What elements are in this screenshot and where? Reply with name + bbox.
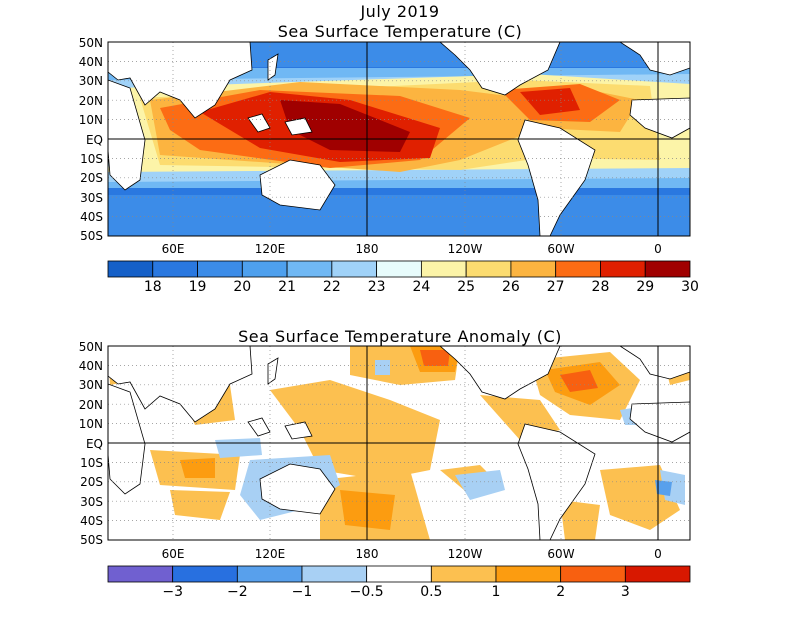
anomaly-lat-label: 10S xyxy=(80,456,103,470)
anomaly-lat-label: 50N xyxy=(79,340,103,354)
sst-lon-label: 120E xyxy=(255,242,286,256)
sst-lat-label: 30N xyxy=(79,74,103,88)
sst-colorbar-label: 27 xyxy=(547,279,565,295)
anomaly-colorbar-label: −2 xyxy=(227,584,248,600)
sst-colorbar-label: 30 xyxy=(681,279,699,295)
anomaly-colorbar-swatch xyxy=(301,565,368,583)
anomaly-colorbar-label: 0.5 xyxy=(420,584,442,600)
anomaly-lat-label: EQ xyxy=(86,437,103,451)
anomaly-colorbar-label: 1 xyxy=(492,584,501,600)
sst-lat-label: 20S xyxy=(80,171,103,185)
sst-colorbar-swatch xyxy=(510,260,557,278)
sst-lat-label: 10N xyxy=(79,113,103,127)
anomaly-colorbar-swatch xyxy=(560,565,626,583)
sst-colorbar-label: 26 xyxy=(502,279,520,295)
sst-lat-label: EQ xyxy=(86,133,103,147)
anomaly-lon-label: 60W xyxy=(547,547,574,561)
sst-colorbar-swatch xyxy=(286,260,333,278)
anomaly-lon-label: 120E xyxy=(255,547,286,561)
anomaly-lon-label: 0 xyxy=(654,547,662,561)
sst-colorbar-label: 29 xyxy=(636,279,654,295)
anomaly-lat-labels: 50N 40N 30N 20N 10N EQ 10S 20S 30S 40S 5… xyxy=(79,340,103,547)
sst-lat-label: 30S xyxy=(80,191,103,205)
sst-colorbar-swatch xyxy=(376,260,422,278)
anomaly-colorbar-swatch xyxy=(107,565,174,583)
map1-title: Sea Surface Temperature (C) xyxy=(277,22,523,41)
sst-colorbar-swatch xyxy=(555,260,601,278)
sst-colorbar-label: 20 xyxy=(233,279,251,295)
sst-colorbar-swatch xyxy=(600,260,646,278)
anomaly-colorbar-swatch xyxy=(172,565,238,583)
anomaly-lat-label: 40S xyxy=(80,514,103,528)
sst-colorbar-label: 24 xyxy=(412,279,430,295)
anomaly-lat-label: 30N xyxy=(79,378,103,392)
sst-lon-label: 180 xyxy=(356,242,379,256)
sst-colorbar-swatch xyxy=(152,260,198,278)
map2-title: Sea Surface Temperature Anomaly (C) xyxy=(238,327,562,346)
sst-colorbar-label: 23 xyxy=(368,279,386,295)
sst-field xyxy=(108,42,690,236)
sst-lon-label: 60W xyxy=(547,242,574,256)
anomaly-lat-label: 10N xyxy=(79,417,103,431)
sst-lat-labels: 50N 40N 30N 20N 10N EQ 10S 20S 30S 40S 5… xyxy=(79,36,103,243)
anomaly-colorbar: −3 −2 −1 −0.5 0.5 1 2 3 xyxy=(107,565,691,600)
anomaly-colorbar-label: −3 xyxy=(162,584,183,600)
sst-lat-label: 50S xyxy=(80,229,103,243)
anomaly-lon-labels: 60E 120E 180 120W 60W 0 xyxy=(162,547,662,561)
sst-colorbar-swatch xyxy=(241,260,288,278)
anomaly-lat-label: 30S xyxy=(80,495,103,509)
sst-lat-label: 20N xyxy=(79,94,103,108)
sst-colorbar-label: 21 xyxy=(278,279,296,295)
anomaly-lon-label: 120W xyxy=(448,547,483,561)
sst-colorbar-swatch xyxy=(644,260,691,278)
anomaly-colorbar-swatch xyxy=(236,565,303,583)
anomaly-colorbar-swatch xyxy=(495,565,562,583)
sst-colorbar-swatch xyxy=(107,260,154,278)
anomaly-colorbar-swatch xyxy=(430,565,497,583)
anomaly-lat-label: 20S xyxy=(80,475,103,489)
sst-lat-label: 40N xyxy=(79,55,103,69)
sst-colorbar-swatch xyxy=(420,260,467,278)
sst-lon-label: 120W xyxy=(448,242,483,256)
sst-lon-labels: 60E 120E 180 120W 60W 0 xyxy=(162,242,662,256)
sst-colorbar-label: 28 xyxy=(592,279,610,295)
sst-colorbar-label: 22 xyxy=(323,279,341,295)
sst-lon-label: 60E xyxy=(162,242,185,256)
anomaly-map: 50N 40N 30N 20N 10N EQ 10S 20S 30S 40S 5… xyxy=(79,340,691,600)
anomaly-lon-label: 60E xyxy=(162,547,185,561)
sst-lat-label: 50N xyxy=(79,36,103,50)
sst-colorbar-swatch xyxy=(197,260,243,278)
anomaly-colorbar-label: −1 xyxy=(292,584,313,600)
anomaly-colorbar-label: −0.5 xyxy=(350,584,384,600)
anomaly-colorbar-label: 3 xyxy=(621,584,630,600)
anomaly-colorbar-swatch xyxy=(366,565,432,583)
anomaly-colorbar-label: 2 xyxy=(556,584,565,600)
anomaly-field xyxy=(108,346,690,540)
sst-colorbar-label: 18 xyxy=(144,279,162,295)
anomaly-lat-label: 50S xyxy=(80,533,103,547)
anomaly-lat-label: 20N xyxy=(79,398,103,412)
sst-colorbar-swatch xyxy=(331,260,378,278)
sst-lon-label: 0 xyxy=(654,242,662,256)
map1-title-date: July 2019 xyxy=(360,2,440,21)
anomaly-colorbar-swatch xyxy=(624,565,691,583)
sst-lat-label: 10S xyxy=(80,152,103,166)
sst-colorbar-swatch xyxy=(465,260,512,278)
sst-colorbar-label: 19 xyxy=(189,279,207,295)
anomaly-map-frame xyxy=(107,345,691,541)
sst-lat-label: 40S xyxy=(80,210,103,224)
sst-map: 50N 40N 30N 20N 10N EQ 10S 20S 30S 40S 5… xyxy=(79,36,699,295)
sst-map-frame xyxy=(107,41,691,237)
sst-colorbar-label: 25 xyxy=(457,279,475,295)
anomaly-lat-label: 40N xyxy=(79,359,103,373)
anomaly-lon-label: 180 xyxy=(356,547,379,561)
sst-colorbar: 18 19 20 21 22 23 24 25 26 27 28 29 30 xyxy=(107,260,699,295)
